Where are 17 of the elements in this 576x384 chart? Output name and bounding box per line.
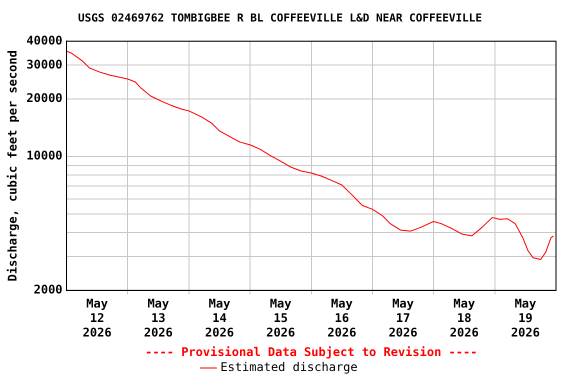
chart-title: USGS 02469762 TOMBIGBEE R BL COFFEEVILLE L&D NEAR COFFEEVILLE: [78, 11, 482, 24]
x-tick-label: May 16 2026: [327, 296, 356, 340]
x-tick-label: May 18 2026: [450, 296, 479, 340]
x-tick-label: May 15 2026: [266, 296, 296, 340]
y-tick-label: 2000: [34, 282, 63, 297]
x-tick-label: May 12 2026: [82, 296, 112, 340]
y-tick-label: 10000: [26, 148, 63, 163]
y-axis-title: Discharge, cubic feet per second: [5, 50, 20, 282]
x-tick-label: May 19 2026: [510, 296, 540, 340]
y-tick-label: 20000: [26, 90, 63, 105]
y-tick-label: 30000: [26, 57, 63, 72]
legend-label: Estimated discharge: [220, 360, 358, 374]
x-tick-label: May 14 2026: [205, 296, 234, 340]
y-tick-label: 40000: [26, 33, 63, 48]
x-tick-label: May 17 2026: [388, 296, 418, 340]
x-tick-label: May 13 2026: [144, 296, 173, 340]
text: ---- Provisional Data Subject to Revision ----: [145, 344, 478, 359]
